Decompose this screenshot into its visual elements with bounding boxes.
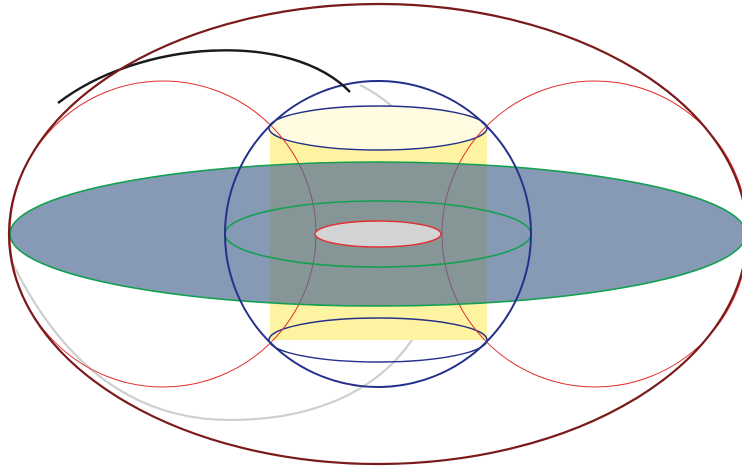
front-meridian-arc (57, 49, 351, 104)
outer-boundary-ellipse (8, 2, 742, 466)
cylinder-top-ellipse (268, 105, 488, 151)
sphere-outline (224, 80, 532, 388)
central-hole (314, 220, 442, 248)
